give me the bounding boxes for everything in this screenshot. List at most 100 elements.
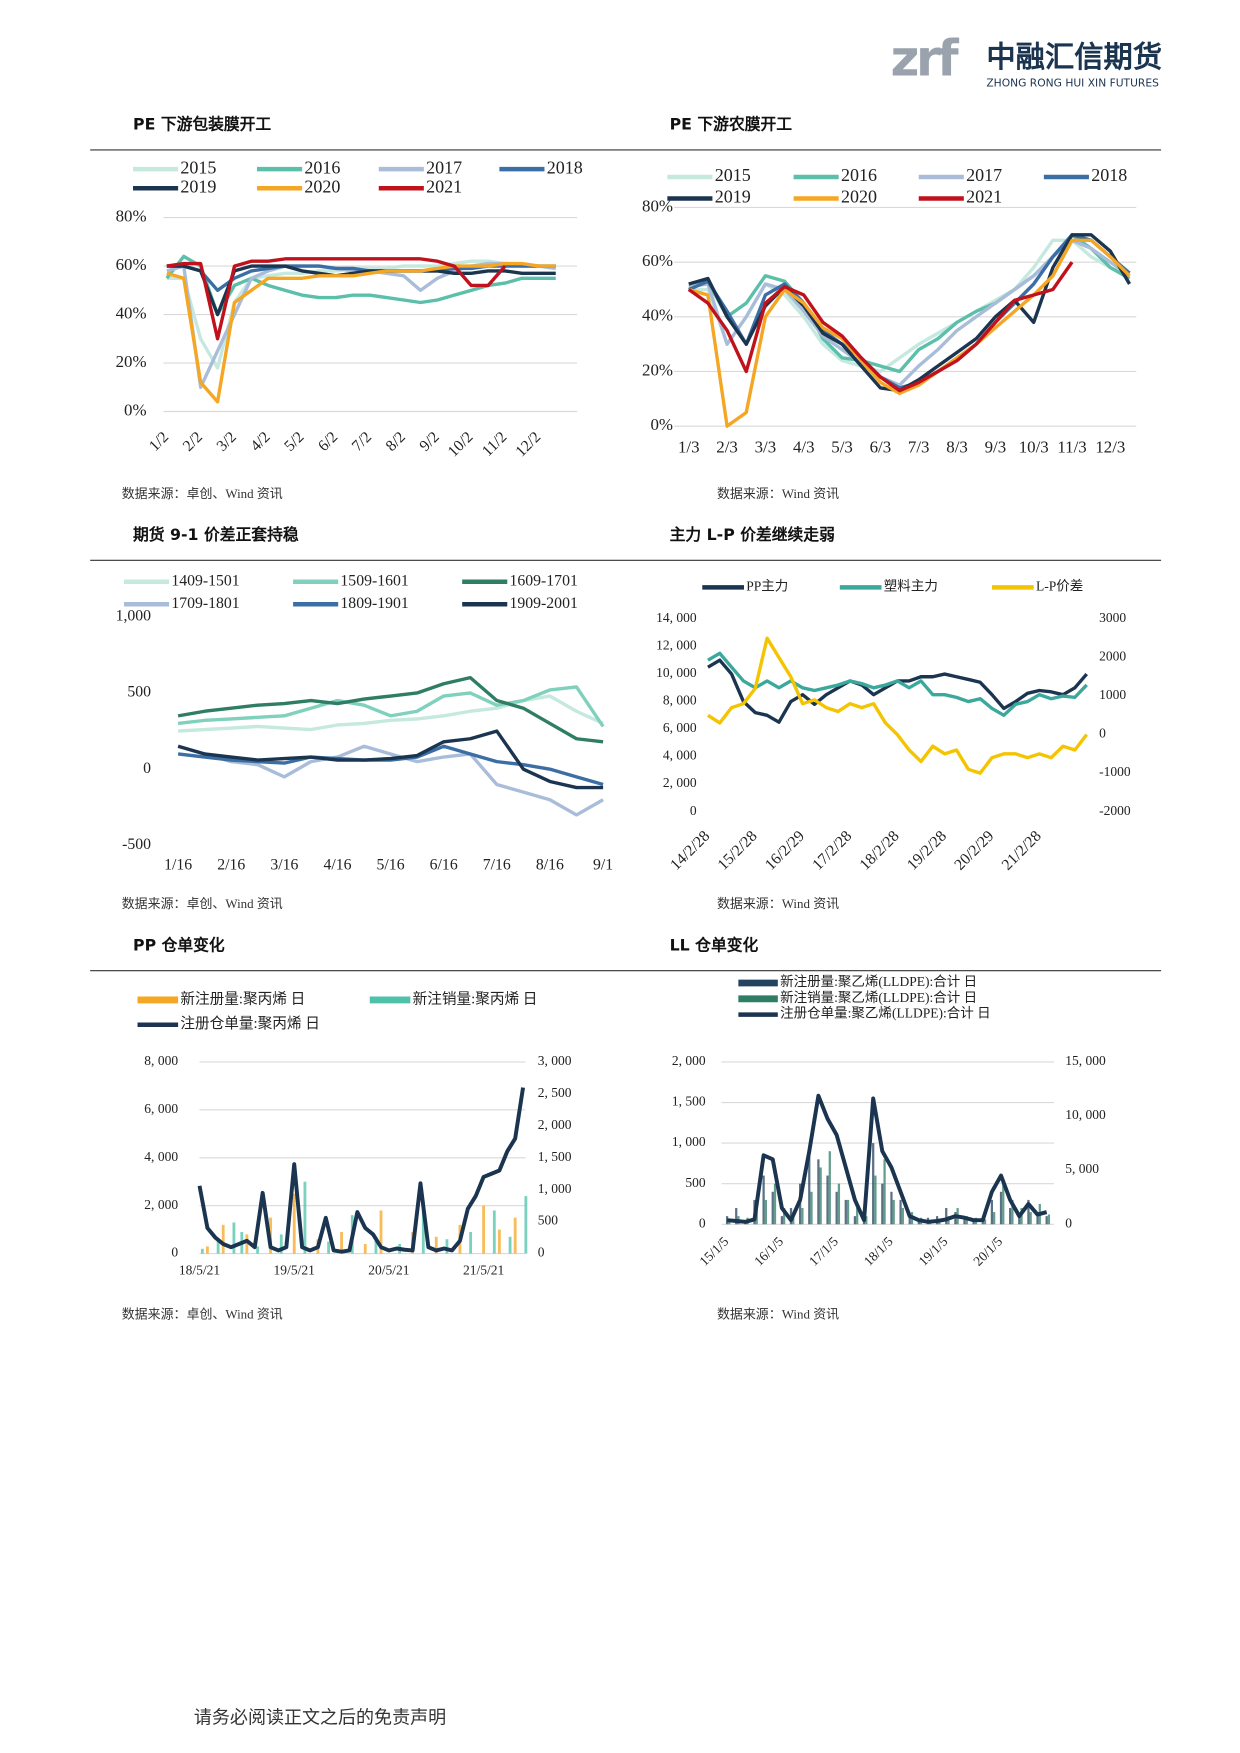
- y-tick-label: 60%: [642, 251, 673, 270]
- bar: [853, 1216, 857, 1225]
- series-line: [688, 238, 1131, 428]
- x-tick-label: 18/5/21: [179, 1263, 220, 1278]
- y-tick-label: 1,000: [116, 607, 152, 624]
- x-tick-label: 1/3: [678, 438, 700, 457]
- legend-label: 1609-1701: [510, 572, 578, 589]
- y-tick-label: 20%: [642, 360, 673, 379]
- bar: [856, 1208, 859, 1225]
- header: zrf 中融汇信期货 ZHONG RONG HUI XIN FUTURES: [891, 30, 1163, 90]
- bar: [327, 1241, 331, 1254]
- legend-label: 塑料主力: [884, 578, 938, 593]
- y2-tick-label: 3, 000: [538, 1053, 572, 1068]
- x-tick-label: 17/1/5: [806, 1234, 841, 1269]
- bar: [771, 1191, 774, 1225]
- y2-tick-label: 1, 000: [538, 1181, 572, 1196]
- legend-label: 新注册量:聚乙烯(LLDPE):合计 日: [780, 974, 977, 990]
- chart-title: PE 下游包装膜开工: [133, 115, 271, 134]
- x-tick-label: 12/2: [512, 428, 544, 460]
- y-tick-label: 14, 000: [656, 610, 697, 625]
- y-tick-label: 4, 000: [144, 1149, 178, 1164]
- bar: [340, 1232, 343, 1254]
- bar: [1018, 1216, 1021, 1225]
- legend-label: 1509-1601: [340, 572, 408, 589]
- y-tick-label: 80%: [116, 206, 147, 225]
- x-tick-label: 4/2: [247, 428, 273, 454]
- series-line: [707, 651, 1088, 717]
- bar: [808, 1151, 811, 1225]
- y-tick-label: 40%: [642, 306, 673, 325]
- legend-label: 1809-1901: [340, 595, 408, 612]
- y2-tick-label: 1000: [1099, 687, 1126, 702]
- bar: [990, 1199, 994, 1225]
- y-tick-label: 2, 000: [144, 1197, 178, 1212]
- series-line: [707, 658, 1088, 724]
- legend-label: 2017: [426, 157, 462, 177]
- chart-title: 主力 L-P 价差继续走弱: [670, 525, 835, 544]
- y2-tick-label: 0: [538, 1245, 545, 1260]
- x-tick-label: 6/16: [430, 856, 458, 873]
- bar: [1027, 1199, 1030, 1225]
- y-tick-label: 0: [699, 1215, 706, 1230]
- bar: [819, 1167, 822, 1225]
- bar: [917, 1220, 920, 1225]
- legend-label: 2018: [1091, 165, 1127, 185]
- bar: [434, 1236, 438, 1254]
- bar: [883, 1159, 886, 1225]
- bar: [835, 1191, 838, 1225]
- x-tick-label: 5/16: [377, 856, 405, 873]
- brand: 中融汇信期货: [986, 40, 1162, 74]
- chart-source: 数据来源：卓创、Wind 资讯: [122, 896, 283, 911]
- x-tick-label: 2/16: [217, 856, 245, 873]
- x-tick-label: 10/3: [1019, 438, 1049, 457]
- y-tick-label: 20%: [116, 352, 147, 371]
- bar: [1047, 1214, 1051, 1225]
- x-tick-label: 18/1/5: [861, 1234, 896, 1269]
- series-line: [726, 1093, 1048, 1224]
- legend-label: PP主力: [746, 578, 788, 593]
- y-tick-label: 60%: [116, 255, 147, 274]
- bar: [844, 1199, 847, 1225]
- bar: [421, 1200, 425, 1254]
- bar: [892, 1199, 895, 1225]
- bar: [783, 1208, 786, 1225]
- x-tick-label: 10/2: [445, 428, 477, 460]
- bar: [764, 1199, 767, 1225]
- y-tick-label: 0: [143, 760, 151, 777]
- y2-tick-label: 0: [1099, 726, 1106, 741]
- legend-label: 2016: [841, 165, 877, 185]
- legend-label: 2021: [966, 187, 1002, 207]
- brand-en: ZHONG RONG HUI XIN FUTURES: [986, 76, 1159, 89]
- x-tick-label: 21/5/21: [463, 1263, 504, 1278]
- legend-label: 2020: [304, 176, 340, 196]
- legend-label: 1909-2001: [510, 595, 578, 612]
- x-tick-label: 20/5/21: [368, 1263, 409, 1278]
- y-tick-label: 0%: [650, 415, 673, 434]
- x-tick-label: 6/3: [870, 438, 892, 457]
- x-tick-label: 17/2/28: [809, 828, 855, 874]
- x-tick-label: 14/2/28: [667, 828, 713, 874]
- bar: [993, 1212, 996, 1225]
- bar: [826, 1175, 829, 1225]
- bar: [837, 1183, 841, 1225]
- x-tick-label: 1/16: [164, 856, 192, 873]
- legend-label: L-P价差: [1036, 578, 1083, 593]
- x-tick-label: 8/2: [383, 428, 409, 454]
- series-line: [707, 636, 1089, 775]
- x-tick-label: 19/2/28: [904, 828, 950, 874]
- y-tick-label: 2, 000: [672, 1053, 706, 1068]
- bar: [200, 1248, 204, 1254]
- x-tick-label: 12/3: [1095, 438, 1125, 457]
- x-tick-label: 11/2: [479, 428, 511, 460]
- bar: [773, 1183, 777, 1225]
- x-tick-label: 20/2/29: [951, 828, 997, 874]
- bar: [279, 1234, 283, 1254]
- y2-tick-label: 2, 500: [538, 1085, 572, 1100]
- legend-label: 2020: [841, 187, 877, 207]
- logo: zrf: [891, 30, 961, 88]
- y2-tick-label: 5, 000: [1065, 1161, 1099, 1176]
- bar: [780, 1216, 784, 1225]
- series-line: [178, 694, 604, 733]
- bar: [972, 1220, 975, 1225]
